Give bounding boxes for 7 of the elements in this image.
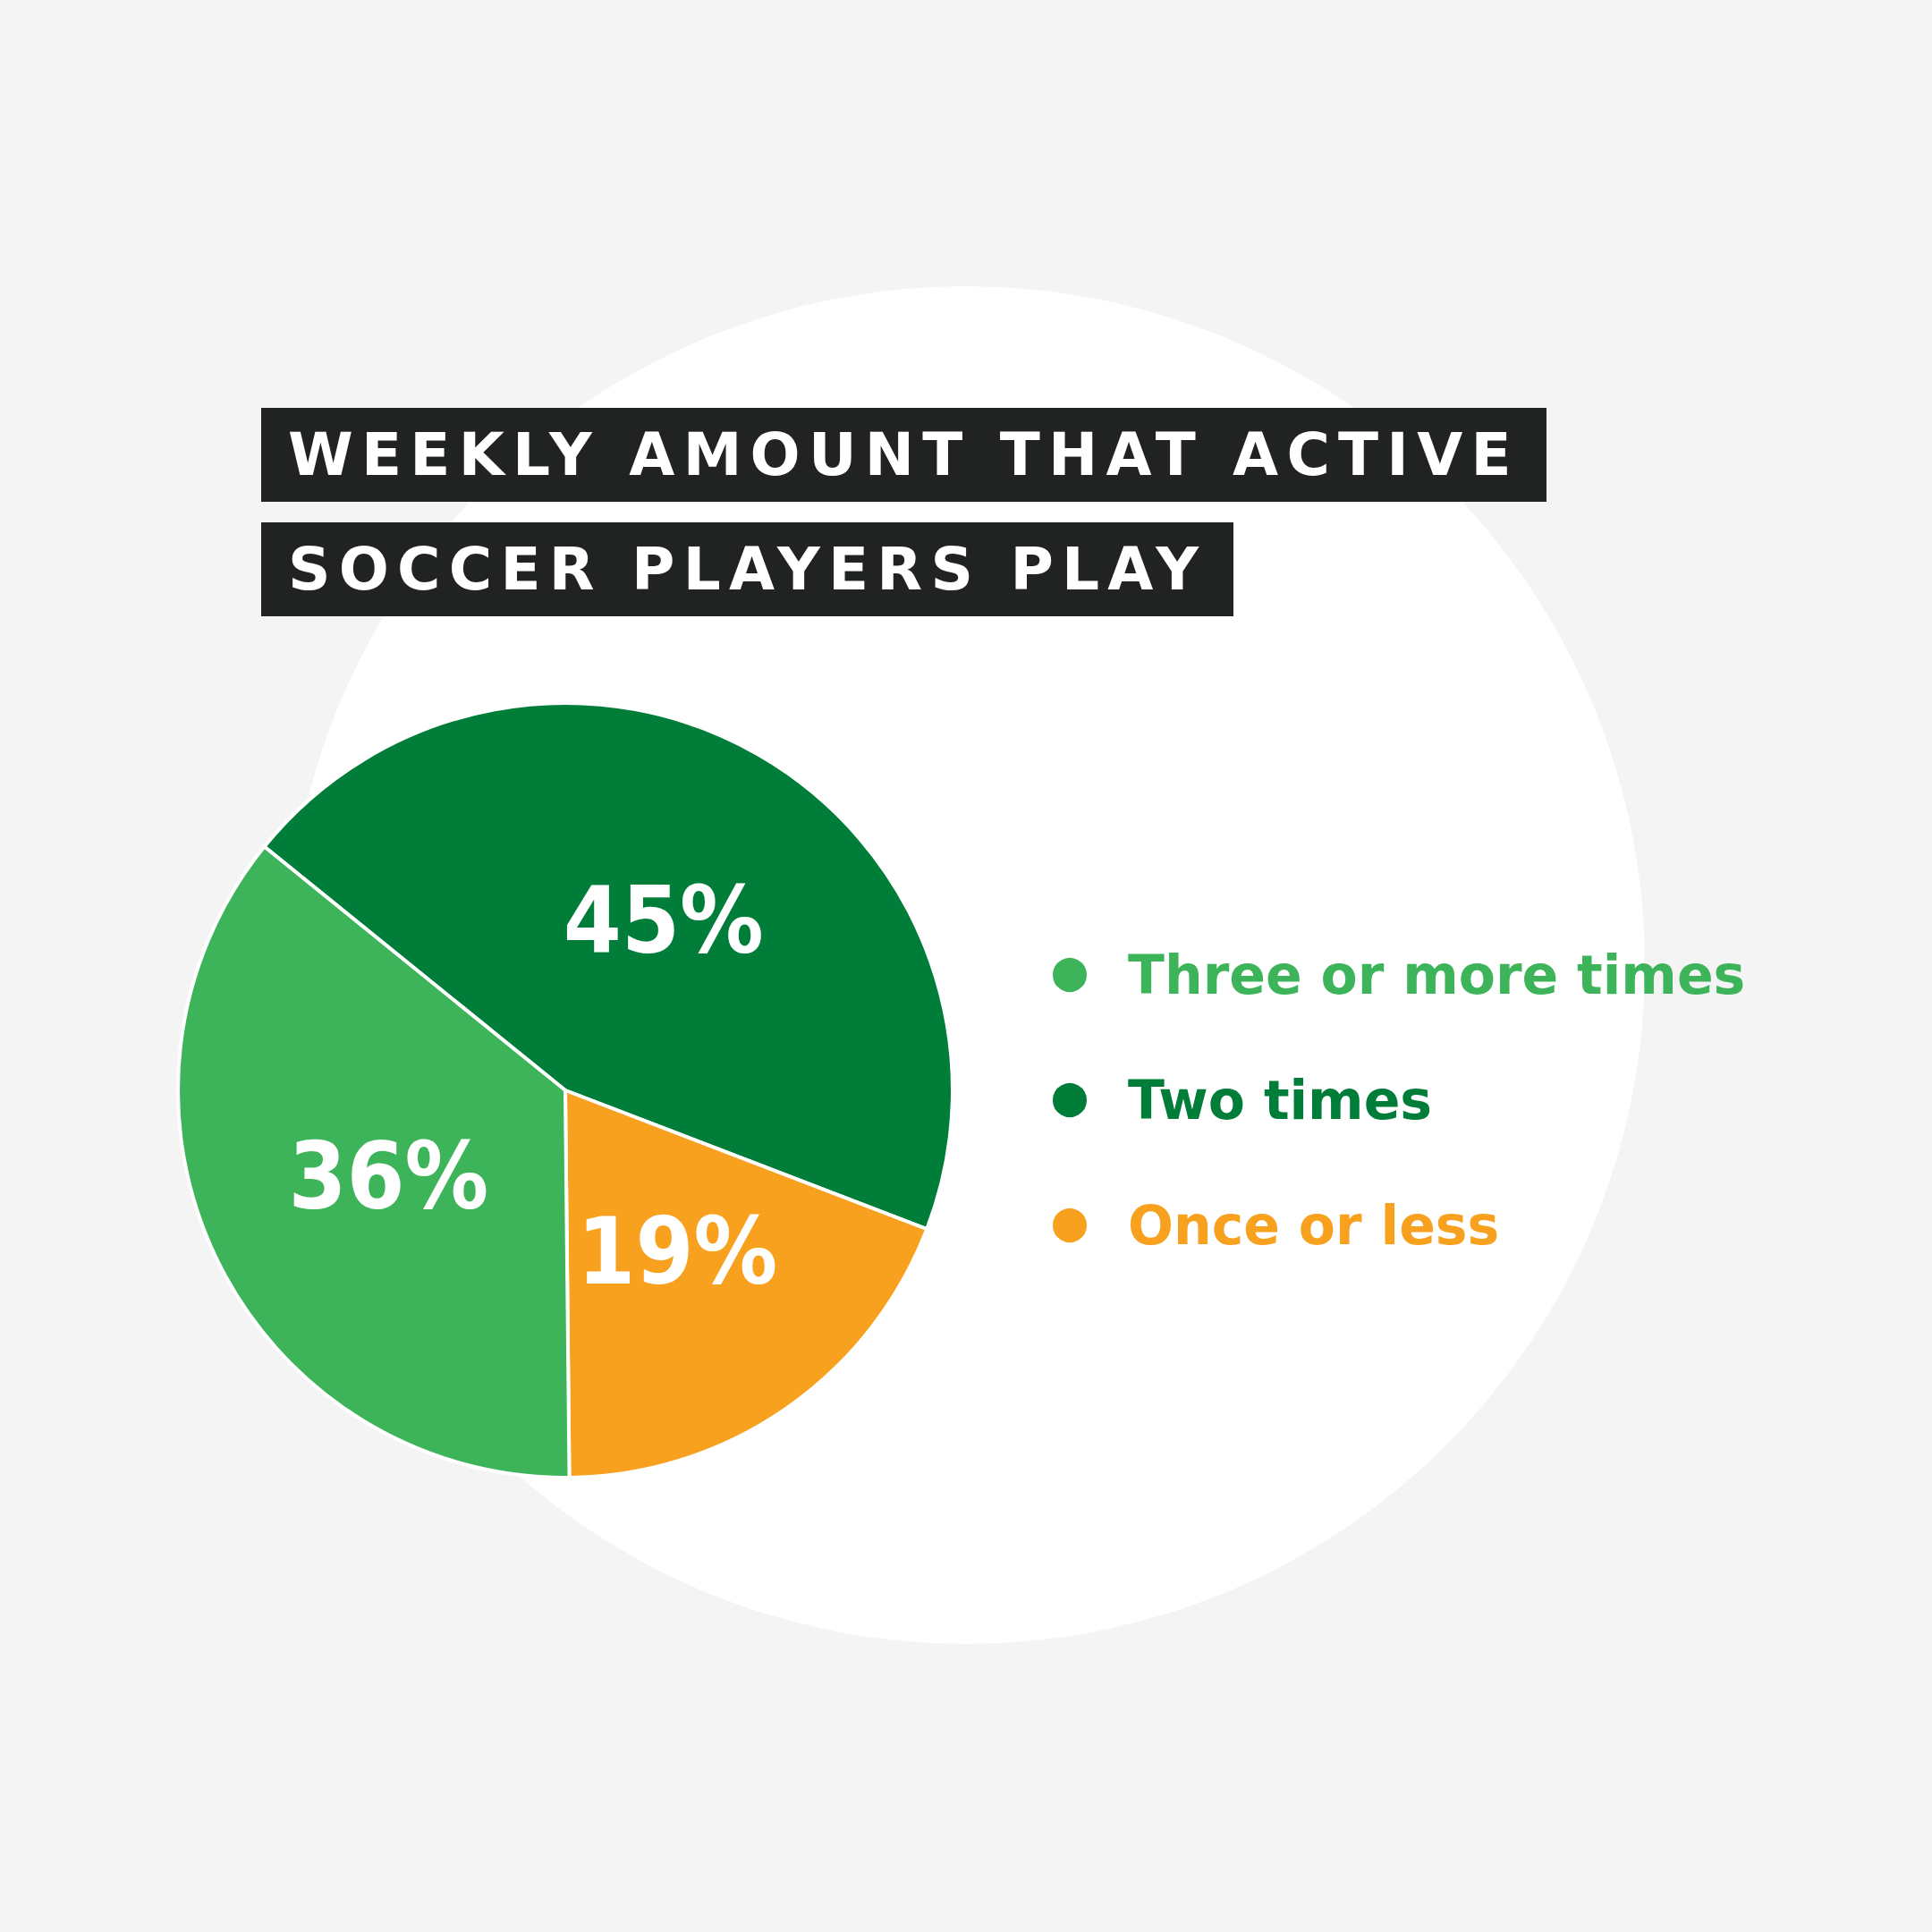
data-label: 19% bbox=[577, 1197, 778, 1307]
legend-label: Once or less bbox=[1128, 1194, 1500, 1257]
data-label: 36% bbox=[288, 1121, 489, 1231]
legend-label: Two times bbox=[1128, 1069, 1433, 1131]
data-label: 45% bbox=[563, 865, 764, 975]
chart-title: WEEKLY AMOUNT THAT ACTIVE SOCCER PLAYERS PLAY bbox=[261, 408, 1546, 616]
legend-label: Three or more times bbox=[1128, 944, 1746, 1006]
